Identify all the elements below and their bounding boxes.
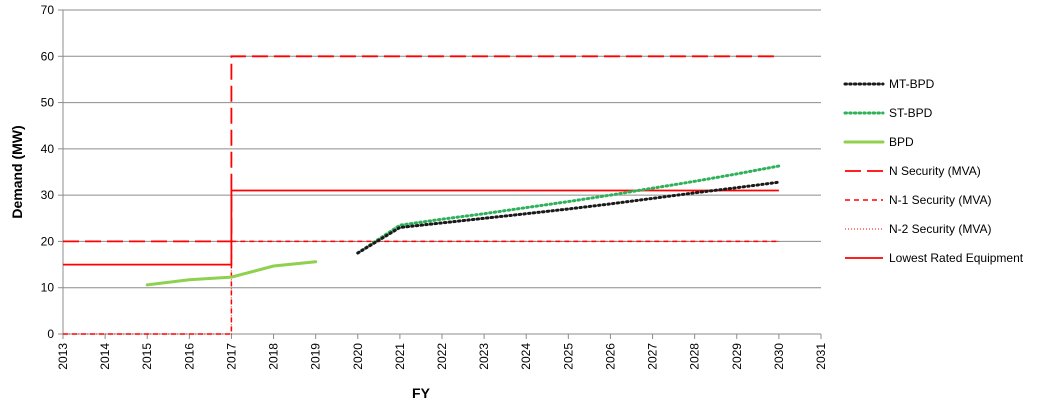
x-axis-title: FY	[412, 385, 431, 401]
legend-label: N-1 Security (MVA)	[889, 193, 991, 207]
legend: MT-BPD ST-BPD BPD N Security (MVA) N-1 Secur…	[843, 77, 1024, 265]
series-line-mt-bpd	[356, 180, 781, 255]
x-tick-label: 2018	[267, 343, 281, 370]
y-tick-label: 10	[41, 281, 55, 295]
x-tick-label: 2031	[814, 343, 828, 370]
legend-label: Lowest Rated Equipment	[889, 251, 1024, 265]
x-tick-label: 2022	[435, 343, 449, 370]
x-tick-label: 2021	[393, 343, 407, 370]
legend-label: MT-BPD	[889, 77, 935, 91]
legend-label: BPD	[889, 135, 914, 149]
y-tick-label: 40	[41, 142, 55, 156]
legend-label: N Security (MVA)	[889, 164, 981, 178]
axes	[58, 9, 822, 339]
x-tick-labels: 2013 2014 2015 2016 2017 2018 2019 2020 2021 2022…	[56, 343, 828, 370]
y-tick-label: 20	[41, 234, 55, 248]
x-tick-label: 2014	[98, 343, 112, 370]
x-tick-label: 2030	[772, 343, 786, 370]
y-tick-label: 0	[47, 327, 54, 341]
x-tick-label: 2028	[688, 343, 702, 370]
y-tick-label: 60	[41, 49, 55, 63]
x-tick-label: 2013	[56, 343, 70, 370]
series-line-lowest-rated-equipment	[63, 189, 779, 266]
x-tick-label: 2019	[309, 343, 323, 370]
x-tick-label: 2027	[646, 343, 660, 370]
series-lines	[63, 55, 781, 335]
legend-label: ST-BPD	[889, 106, 933, 120]
legend-label: N-2 Security (MVA)	[889, 222, 991, 236]
series-line-st-bpd	[356, 164, 781, 255]
x-tick-label: 2017	[224, 343, 238, 370]
y-axis-title: Demand (MW)	[9, 125, 25, 218]
series-line-bpd	[145, 260, 318, 287]
x-tick-label: 2029	[730, 343, 744, 370]
x-tick-label: 2024	[519, 343, 533, 370]
x-tick-label: 2026	[603, 343, 617, 370]
x-tick-label: 2015	[140, 343, 154, 370]
grid-lines	[63, 9, 821, 289]
x-tick-label: 2020	[351, 343, 365, 370]
series-line-n-1-security-mva	[63, 240, 779, 335]
y-tick-labels: 0 10 20 30 40 50 60 70	[41, 3, 55, 341]
y-tick-label: 50	[41, 96, 55, 110]
x-tick-label: 2023	[477, 343, 491, 370]
series-line-n-security-mva	[63, 55, 779, 243]
y-tick-label: 30	[41, 188, 55, 202]
x-tick-label: 2025	[561, 343, 575, 370]
x-tick-label: 2016	[182, 343, 196, 370]
y-tick-label: 70	[41, 3, 55, 17]
